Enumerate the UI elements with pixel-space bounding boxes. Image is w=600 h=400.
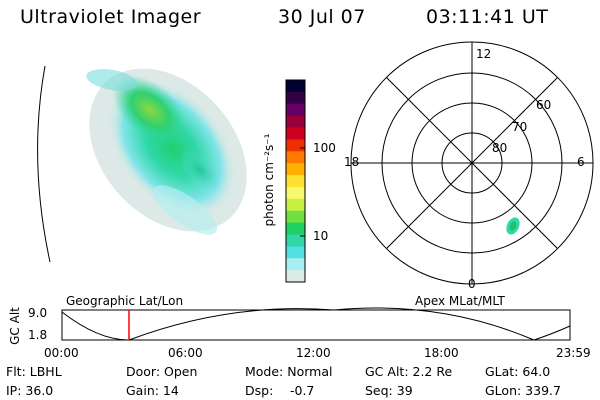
time-tick-0000: 00:00 (44, 346, 79, 360)
colorbar-segment (286, 103, 305, 117)
earth-limb-arc (37, 65, 51, 263)
orbit-altitude-curve (61, 307, 571, 341)
colorbar-segment (286, 210, 305, 224)
seq-readout: Seq: 39 (365, 383, 413, 398)
gain-readout: Gain: 14 (126, 383, 179, 398)
colorbar-segment (286, 175, 305, 188)
colorbar-segment (286, 127, 305, 140)
gc-alt-axis-label: GC Alt (8, 307, 22, 345)
gc-alt-readout: GC Alt: 2.2 Re (365, 364, 453, 379)
colorbar-segment (286, 151, 305, 164)
colorbar-segment (286, 139, 305, 152)
mlt-label-6: 6 (577, 155, 585, 169)
time-tick-0600: 06:00 (168, 346, 203, 360)
colorbar (285, 79, 306, 283)
dsp-value: -0.7 (290, 383, 315, 398)
colorbar-unit-label: photon cm⁻²s⁻¹ (262, 133, 276, 227)
door-readout: Door: Open (126, 364, 198, 379)
lat-label-70: 70 (512, 120, 528, 134)
time-tick-1800: 18:00 (424, 346, 459, 360)
timeline-right-title: Apex MLat/MLT (415, 294, 505, 308)
lat-label-60: 60 (536, 98, 552, 112)
gc-alt-tick-high: 9.0 (28, 306, 48, 320)
filter-readout: Flt: LBHL (6, 364, 62, 379)
gc-alt-tick-low: 1.8 (28, 328, 48, 342)
time-tick-2359: 23:59 (556, 346, 591, 360)
auroral-image (86, 68, 247, 235)
ip-readout: IP: 36.0 (6, 383, 54, 398)
colorbar-segment (286, 91, 305, 105)
colorbar-frame (285, 79, 306, 283)
glon-readout: GLon: 339.7 (485, 383, 561, 398)
mode-readout: Mode: Normal (245, 364, 333, 379)
lat-label-80: 80 (492, 141, 508, 155)
colorbar-segment (286, 222, 305, 235)
time-tick-1200: 12:00 (296, 346, 331, 360)
colorbar-tick-100: 100 (313, 141, 336, 155)
app-title: Ultraviolet Imager (20, 6, 202, 28)
polar-diagonal-2 (386, 77, 558, 249)
colorbar-segment (286, 270, 305, 283)
timeline-left-title: Geographic Lat/Lon (66, 294, 184, 308)
timeline-plot (61, 307, 571, 341)
mlt-label-12: 12 (476, 47, 492, 61)
glat-readout: GLat: 64.0 (485, 364, 551, 379)
colorbar-segment (286, 258, 305, 271)
colorbar-segment (286, 163, 305, 176)
colorbar-segment (286, 186, 305, 200)
polar-plot (350, 41, 594, 285)
timeline-frame (61, 309, 571, 341)
mlt-label-18: 18 (344, 155, 360, 169)
colorbar-segment (286, 234, 305, 247)
dsp-label: Dsp: (245, 383, 274, 398)
date-readout: 30 Jul 07 (278, 6, 366, 28)
mlt-label-0: 0 (468, 277, 476, 291)
time-readout: 03:11:41 UT (426, 6, 549, 28)
colorbar-segment (286, 80, 305, 93)
colorbar-tick-10: 10 (313, 229, 329, 243)
colorbar-segment (286, 246, 305, 259)
colorbar-segment (286, 115, 305, 129)
colorbar-segment (286, 198, 305, 212)
